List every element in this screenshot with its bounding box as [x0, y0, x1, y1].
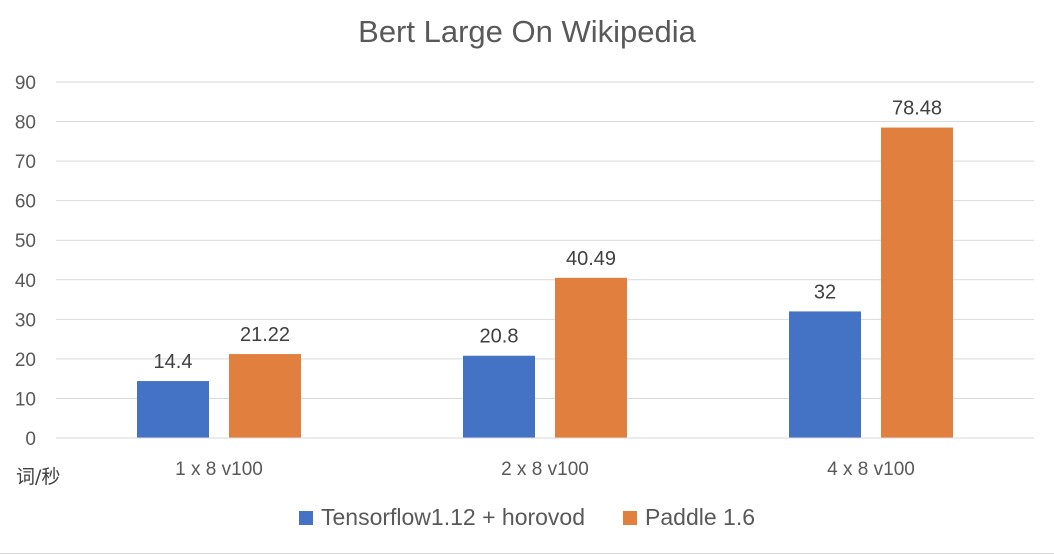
- bar-series-0-2: [789, 311, 861, 438]
- y-axis-unit-label: 词/秒: [16, 466, 61, 488]
- y-tick-label: 50: [15, 231, 36, 252]
- legend-item-series-1: Paddle 1.6: [623, 504, 755, 531]
- y-tick-label: 80: [15, 113, 36, 134]
- data-label-series-1-1: 40.49: [566, 248, 616, 270]
- y-tick-label: 40: [15, 271, 36, 292]
- y-tick-label: 90: [15, 73, 36, 94]
- legend-swatch-series-0: [298, 510, 313, 525]
- data-label-series-0-1: 20.8: [480, 326, 519, 348]
- legend-label-series-0: Tensorflow1.12 + horovod: [320, 504, 586, 530]
- data-label-series-1-2: 78.48: [892, 98, 942, 120]
- bar-series-0-1: [463, 355, 535, 438]
- x-category-label: 1 x 8 v100: [175, 459, 263, 480]
- data-label-series-1-0: 21.22: [240, 324, 290, 346]
- bar-series-1-1: [555, 277, 627, 438]
- y-tick-label: 30: [15, 310, 36, 331]
- data-label-series-0-0: 14.4: [154, 351, 193, 373]
- bar-series-1-0: [229, 354, 301, 438]
- y-tick-label: 0: [25, 429, 36, 450]
- legend-swatch-series-1: [623, 510, 638, 525]
- bar-series-1-2: [881, 127, 953, 439]
- chart-title: Bert Large On Wikipedia: [358, 14, 696, 49]
- legend-label-series-1: Paddle 1.6: [645, 504, 755, 530]
- x-category-label: 4 x 8 v100: [827, 459, 915, 480]
- chart-legend: Tensorflow1.12 + horovod Paddle 1.6: [0, 504, 1054, 531]
- y-tick-label: 10: [15, 389, 36, 410]
- bar-chart: 0 10 20 30 40 50 60 70 80 90 14.4 21.22 1 x 8 v100 20…: [15, 73, 1034, 480]
- legend-item-series-0: Tensorflow1.12 + horovod: [298, 504, 586, 531]
- data-label-series-0-2: 32: [814, 281, 836, 303]
- bottom-divider: [0, 553, 1054, 554]
- y-tick-label: 60: [15, 192, 36, 213]
- bar-series-0-0: [137, 381, 209, 438]
- x-category-label: 2 x 8 v100: [501, 459, 589, 480]
- y-tick-label: 70: [15, 152, 36, 173]
- y-tick-label: 20: [15, 350, 36, 371]
